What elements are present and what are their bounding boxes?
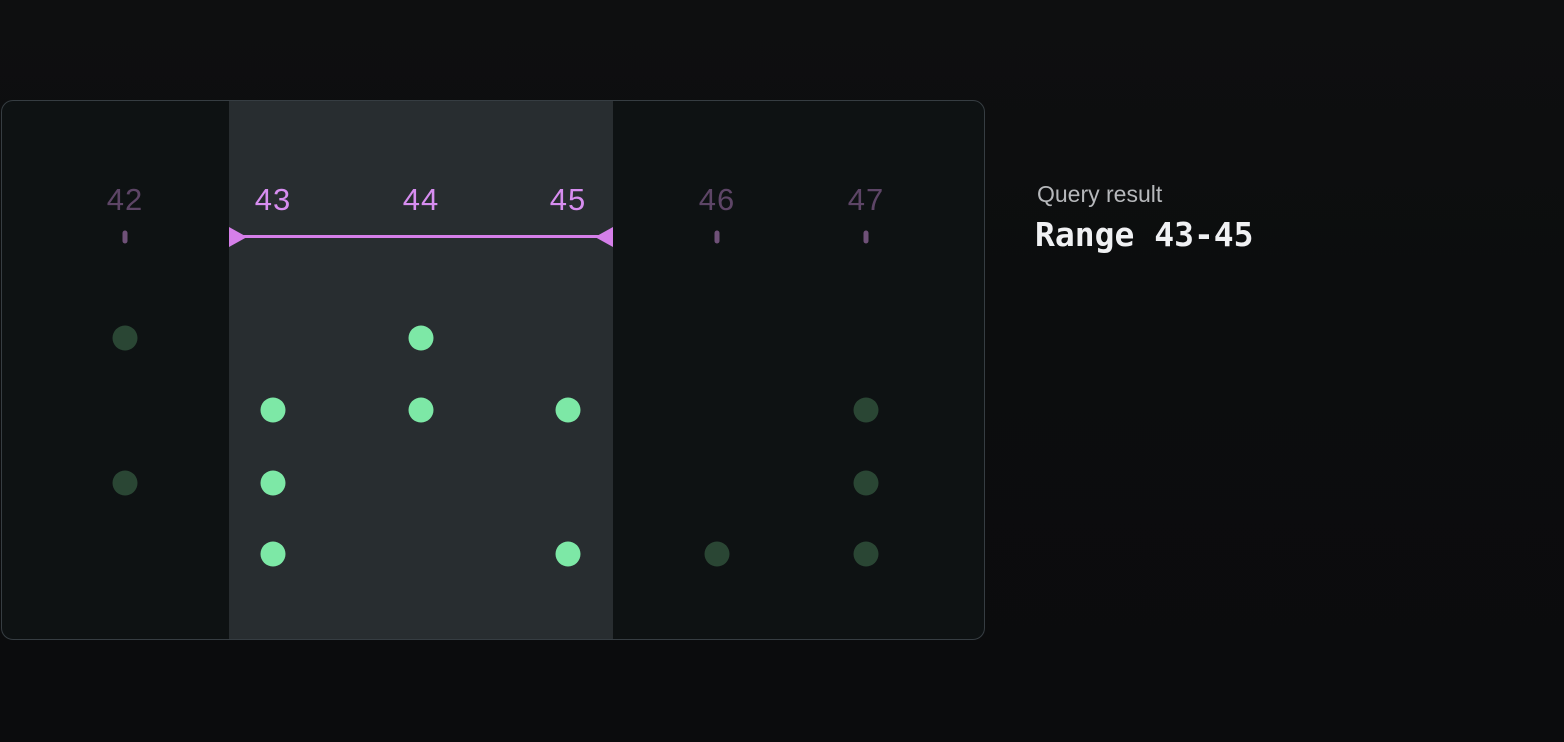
- column-tick-46: [714, 230, 720, 244]
- range-end-handle[interactable]: [595, 226, 613, 247]
- data-dot-43: [260, 470, 286, 496]
- column-label-45: 45: [549, 182, 587, 217]
- query-result-value: Range 43-45: [1035, 215, 1254, 254]
- column-label-44: 44: [402, 182, 440, 217]
- data-dot-47: [853, 470, 879, 496]
- data-dot-45: [555, 397, 581, 423]
- range-start-handle[interactable]: [229, 226, 247, 247]
- selected-range-band: [229, 101, 613, 639]
- column-tick-47: [863, 230, 869, 244]
- data-dot-42: [112, 325, 138, 351]
- column-label-43: 43: [254, 182, 292, 217]
- column-label-42: 42: [106, 182, 144, 217]
- data-dot-43: [260, 397, 286, 423]
- data-dot-42: [112, 470, 138, 496]
- data-dot-46: [704, 541, 730, 567]
- column-tick-42: [122, 230, 128, 244]
- data-dot-47: [853, 397, 879, 423]
- data-dot-44: [408, 325, 434, 351]
- data-dot-45: [555, 541, 581, 567]
- number-line-panel: 42 43 44 45 46 47: [1, 100, 985, 640]
- data-dot-47: [853, 541, 879, 567]
- query-result-label: Query result: [1037, 181, 1163, 207]
- range-selector[interactable]: [229, 226, 613, 247]
- data-dot-43: [260, 541, 286, 567]
- query-result-block: Query result Range 43-45: [1035, 180, 1254, 254]
- column-label-47: 47: [847, 182, 885, 217]
- data-dot-44: [408, 397, 434, 423]
- column-label-46: 46: [698, 182, 736, 217]
